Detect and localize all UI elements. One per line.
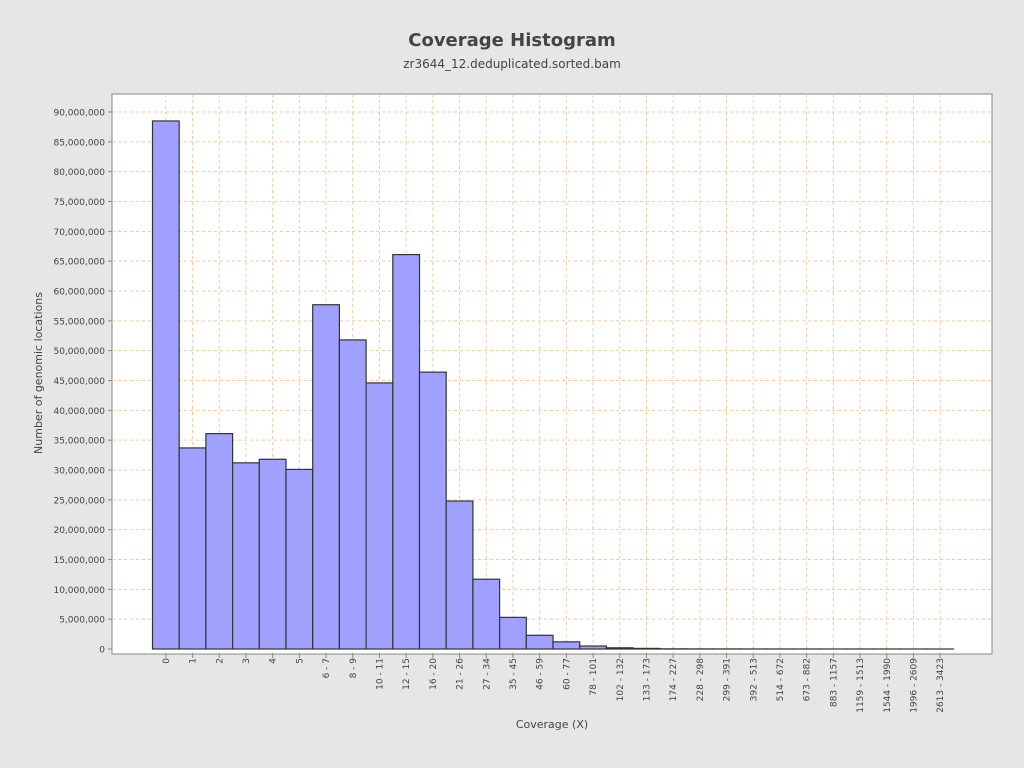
bar-2	[205, 433, 234, 650]
x-tick-label: 133 - 173	[642, 658, 652, 701]
x-tick-label: 1544 - 1990	[883, 658, 893, 713]
bar-10-11	[365, 382, 394, 650]
x-tick-label: 2	[215, 658, 225, 664]
chart-title: Coverage Histogram	[408, 30, 616, 51]
bar-78-101	[579, 645, 608, 650]
bar-27-34	[472, 578, 501, 650]
x-tick-label: 35 - 45	[509, 658, 519, 690]
x-tick-label: 673 - 882	[803, 658, 813, 701]
x-tick-label: 27 - 34	[482, 658, 492, 690]
x-tick-label: 0	[162, 658, 172, 664]
bar-6-7	[312, 304, 341, 650]
x-tick-label: 174 - 227	[669, 658, 679, 701]
y-tick-label: 90,000,000	[53, 109, 105, 119]
y-tick-label: 45,000,000	[53, 377, 105, 387]
x-tick-label: 102 - 132	[616, 658, 626, 701]
y-tick-label: 35,000,000	[53, 437, 105, 447]
y-tick-label: 75,000,000	[53, 198, 105, 208]
x-tick-label: 16 - 20	[429, 658, 439, 690]
x-tick-label: 2613 - 3423	[936, 658, 946, 713]
bar-8-9	[338, 339, 367, 650]
x-tick-label: 299 - 391	[723, 658, 733, 701]
bar-46-59	[525, 634, 554, 650]
bar-4	[258, 458, 287, 650]
bar-102-132	[605, 647, 634, 650]
x-tick-label: 10 - 11	[375, 658, 385, 690]
x-tick-label: 4	[269, 658, 279, 664]
bar-35-45	[499, 616, 527, 650]
y-tick-label: 15,000,000	[53, 556, 105, 566]
x-tick-label: 1	[189, 658, 199, 664]
x-tick-label: 3	[242, 658, 252, 664]
y-tick-label: 40,000,000	[53, 407, 105, 417]
bars	[151, 120, 955, 650]
y-tick-label: 30,000,000	[53, 467, 105, 477]
x-tick-label: 1996 - 2609	[909, 658, 919, 713]
y-tick-label: 55,000,000	[53, 317, 105, 327]
bar-21-26	[445, 500, 474, 650]
x-tick-label: 883 - 1157	[829, 658, 839, 707]
x-tick-label: 21 - 26	[456, 658, 466, 690]
bar-0	[151, 120, 180, 650]
y-tick-label: 85,000,000	[53, 138, 105, 148]
x-tick-label: 60 - 77	[562, 658, 572, 690]
x-tick-label: 46 - 59	[536, 658, 546, 690]
bar-3	[232, 462, 260, 650]
y-tick-label: 80,000,000	[53, 168, 105, 178]
grid-lines	[112, 94, 992, 654]
chart-subtitle: zr3644_12.deduplicated.sorted.bam	[403, 57, 621, 71]
y-tick-label: 60,000,000	[53, 288, 105, 298]
x-tick-label: 5	[295, 658, 305, 664]
x-tick-label: 392 - 513	[749, 658, 759, 701]
y-tick-label: 25,000,000	[53, 496, 105, 506]
x-tick-label: 514 - 672	[776, 658, 786, 701]
y-tick-label: 20,000,000	[53, 526, 105, 536]
y-tick-label: 0	[99, 646, 105, 656]
bar-12-15	[392, 254, 421, 650]
x-axis-label: Coverage (X)	[516, 718, 588, 731]
y-tick-label: 5,000,000	[59, 616, 105, 626]
bar-5	[285, 468, 314, 650]
y-tick-label: 65,000,000	[53, 258, 105, 268]
bar-133-173	[632, 647, 661, 650]
x-tick-label: 12 - 15	[402, 658, 412, 690]
x-tick-label: 228 - 298	[696, 658, 706, 702]
bar-60-77	[552, 641, 581, 650]
y-tick-label: 10,000,000	[53, 586, 105, 596]
y-axis: 0 5,000,000 10,000,000 15,000,000 20,000,000…	[53, 109, 112, 656]
bar-1	[178, 447, 207, 650]
x-tick-label: 6 - 7	[322, 658, 332, 678]
y-tick-label: 70,000,000	[53, 228, 105, 238]
x-tick-label: 8 - 9	[349, 658, 359, 679]
y-axis-label: Number of genomic locations	[32, 292, 45, 454]
x-axis: 0 1 2 3 4 5 6 - 7 8 - 9 10 - 11 12 - 15 16 - 20 21 …	[112, 653, 992, 713]
x-tick-label: 1159 - 1513	[856, 658, 866, 713]
y-tick-label: 50,000,000	[53, 347, 105, 357]
bar-16-20	[418, 371, 447, 650]
x-tick-label: 78 - 101	[589, 658, 599, 696]
